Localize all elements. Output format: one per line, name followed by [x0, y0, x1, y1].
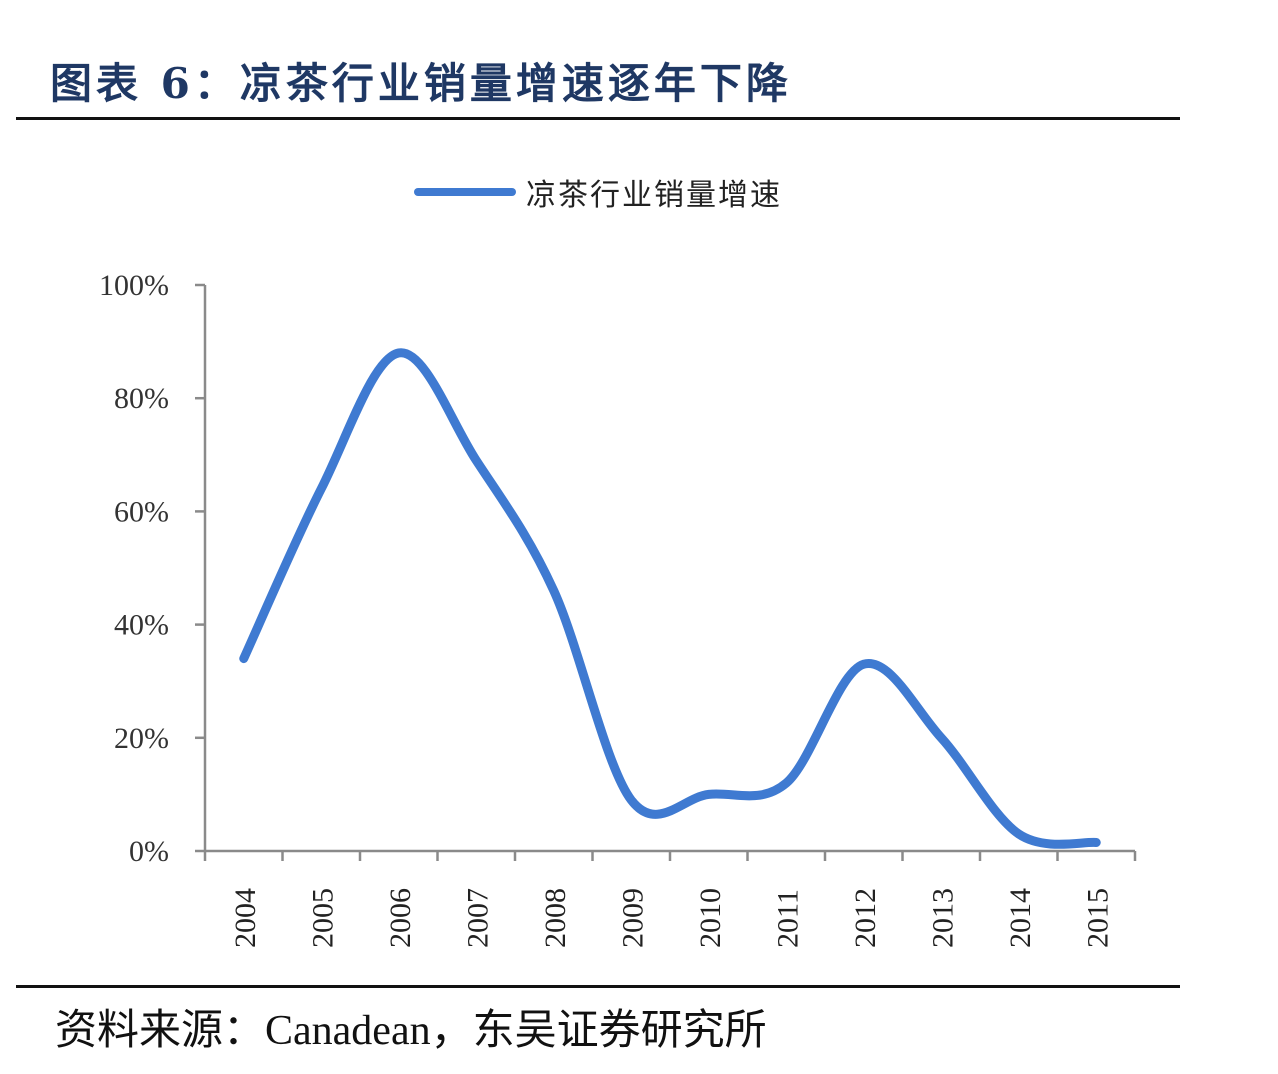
x-tick-label: 2015: [1081, 888, 1114, 948]
figure-title: 图表 6：凉茶行业销量增速逐年下降: [50, 59, 792, 108]
x-tick-label: 2011: [771, 889, 804, 948]
x-tick-label: 2004: [229, 888, 262, 948]
top-rule-divider: [16, 117, 1180, 120]
legend-label: 凉茶行业销量增速: [526, 178, 782, 213]
x-tick-label: 2008: [539, 888, 572, 948]
x-tick-label: 2012: [849, 888, 882, 948]
y-tick-label: 100%: [99, 269, 169, 302]
x-tick-label: 2009: [616, 888, 649, 948]
y-tick-label: 80%: [114, 382, 169, 415]
x-tick-label: 2006: [384, 888, 417, 948]
x-tick-label: 2014: [1004, 888, 1037, 948]
y-tick-label: 0%: [129, 835, 169, 868]
chart-legend: 凉茶行业销量增速: [414, 170, 782, 214]
bottom-rule-divider: [16, 985, 1180, 988]
chart-axes: [203, 285, 1135, 853]
y-axis-ticks: 0% 20% 40% 60% 80% 100%: [99, 269, 205, 868]
x-tick-label: 2007: [461, 888, 494, 948]
chart-series: [239, 348, 1101, 849]
x-tick-label: 2005: [306, 888, 339, 948]
legend-line-swatch-icon: [414, 188, 516, 196]
y-tick-label: 20%: [114, 722, 169, 755]
x-tick-label: 2010: [694, 888, 727, 948]
y-tick-label: 40%: [114, 609, 169, 642]
series-line: [239, 348, 1101, 849]
source-note: 资料来源：Canadean，东吴证券研究所: [55, 1008, 767, 1054]
x-tick-label: 2013: [926, 888, 959, 948]
y-tick-label: 60%: [114, 495, 169, 528]
x-axis-ticks: 2004 2005 2006 2007 2008 2009 2010 2011 2012 2013…: [203, 851, 1137, 948]
